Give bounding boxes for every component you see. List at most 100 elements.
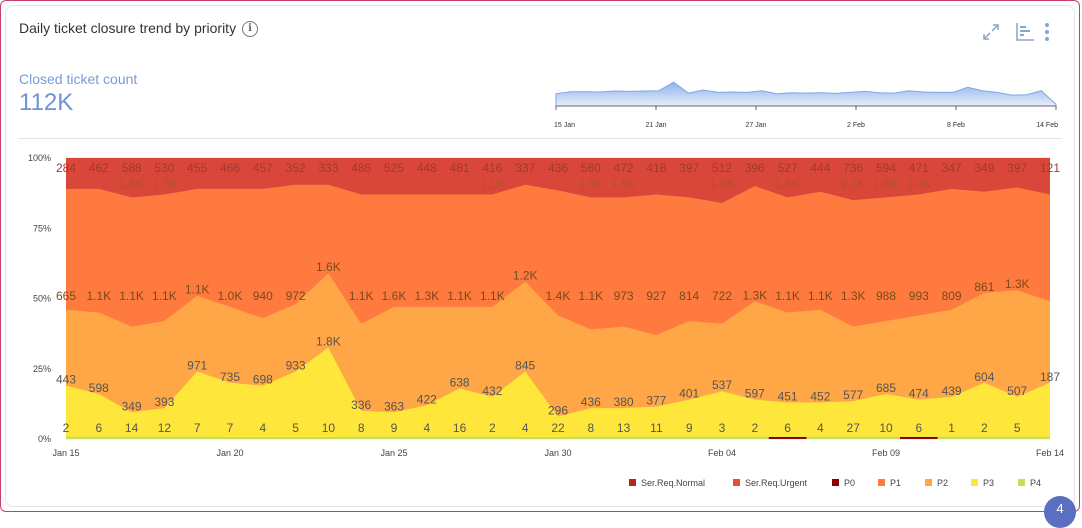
notification-badge[interactable]: 4 [1044, 496, 1076, 528]
data-label: 4 [423, 421, 430, 435]
data-label: 380 [614, 395, 634, 409]
data-label: 972 [286, 289, 306, 303]
data-label: 973 [614, 289, 634, 303]
data-label: 1.0K [218, 289, 243, 303]
legend-label: Ser.Req.Normal [641, 478, 705, 488]
data-label: 187 [1040, 370, 1060, 384]
brush-tick-label: 14 Feb [1036, 122, 1058, 129]
data-label: 12 [158, 421, 172, 435]
data-label: 845 [515, 359, 535, 373]
data-label: 443 [56, 373, 76, 387]
x-tick-label: Feb 14 [1036, 448, 1064, 458]
data-label: 5 [292, 421, 299, 435]
expand-icon[interactable] [981, 22, 1001, 42]
data-label: 638 [450, 375, 470, 389]
data-label: 1.1K [185, 283, 210, 297]
data-label: 472 [614, 161, 634, 175]
data-label: 988 [876, 289, 896, 303]
data-label: 665 [56, 289, 76, 303]
legend-label: Ser.Req.Urgent [745, 478, 808, 488]
data-label: 347 [942, 161, 962, 175]
data-label: 597 [745, 387, 765, 401]
data-label: 1.6K [316, 260, 341, 274]
data-label: 1.3K [841, 289, 866, 303]
data-label: 1.1K [578, 289, 603, 303]
data-label: 337 [515, 161, 535, 175]
data-label: 7 [227, 421, 234, 435]
data-label: 462 [89, 161, 109, 175]
data-label: 1.6K [382, 289, 407, 303]
x-tick-label: Jan 30 [544, 448, 571, 458]
data-label: 1.1K [86, 289, 111, 303]
x-tick-label: Jan 15 [52, 448, 79, 458]
data-label: 971 [187, 359, 207, 373]
more-vert-icon[interactable] [1042, 21, 1052, 43]
card-title: Daily ticket closure trend by priority i [19, 20, 259, 38]
data-label: 448 [417, 161, 437, 175]
data-label: 604 [974, 370, 994, 384]
data-label: 1.1K [775, 289, 800, 303]
data-label: 1.4K [546, 289, 571, 303]
data-label: 1.5K [775, 177, 800, 191]
data-label: 436 [548, 161, 568, 175]
data-label: 349 [122, 399, 142, 413]
data-label: 1.1K [480, 177, 505, 191]
data-label: 9 [686, 421, 693, 435]
data-label: 466 [220, 161, 240, 175]
data-label: 6 [95, 421, 102, 435]
data-label: 1.1K [349, 289, 374, 303]
data-label: 336 [351, 398, 371, 412]
data-label: 1.6K [611, 177, 636, 191]
brush-area [555, 81, 1057, 107]
data-label: 2 [981, 421, 988, 435]
data-label: 474 [909, 387, 929, 401]
legend-swatch [1018, 479, 1025, 486]
data-label: 2 [751, 421, 758, 435]
data-label: 1.1K [480, 289, 505, 303]
data-label: 27 [847, 421, 861, 435]
area-p0 [768, 437, 807, 439]
data-label: 22 [551, 421, 565, 435]
data-label: 993 [909, 289, 929, 303]
data-label: 352 [286, 161, 306, 175]
data-label: 1.1K [447, 289, 472, 303]
data-label: 6 [784, 421, 791, 435]
data-label: 9 [391, 421, 398, 435]
data-label: 685 [876, 381, 896, 395]
legend-label: P4 [1030, 478, 1041, 488]
data-label: 722 [712, 289, 732, 303]
data-label: 525 [384, 161, 404, 175]
overview-brush-chart[interactable]: 15 Jan 21 Jan 27 Jan 2 Feb 8 Feb 14 Feb [546, 64, 1061, 130]
data-label: 1.1K [152, 289, 177, 303]
data-label: 594 [876, 161, 896, 175]
area-p0 [900, 437, 938, 439]
data-label: 10 [322, 421, 336, 435]
kpi-label: Closed ticket count [19, 71, 138, 87]
data-label: 560 [581, 161, 601, 175]
info-icon[interactable]: i [242, 21, 259, 38]
data-label: 439 [942, 384, 962, 398]
data-label: 1.3K [1005, 277, 1030, 291]
bar-chart-icon[interactable] [1014, 21, 1036, 43]
data-label: 401 [679, 387, 699, 401]
data-label: 416 [482, 161, 502, 175]
data-label: 4 [522, 421, 529, 435]
data-label: 481 [450, 161, 470, 175]
brush-tick-label: 8 Feb [947, 122, 965, 129]
data-label: 814 [679, 289, 699, 303]
area-p3 [66, 347, 1050, 439]
data-label: 444 [810, 161, 830, 175]
data-label: 1 [948, 421, 955, 435]
legend-swatch [878, 479, 885, 486]
y-tick-label: 0% [38, 434, 51, 444]
data-label: 10 [879, 421, 893, 435]
divider [18, 138, 1062, 139]
data-label: 418 [646, 161, 666, 175]
x-tick-label: Jan 20 [216, 448, 243, 458]
legend-swatch [971, 479, 978, 486]
data-label: 333 [318, 161, 338, 175]
data-label: 1.3K [742, 288, 767, 302]
data-label: 736 [843, 161, 863, 175]
data-label: 927 [646, 289, 666, 303]
data-label: 16 [453, 421, 467, 435]
